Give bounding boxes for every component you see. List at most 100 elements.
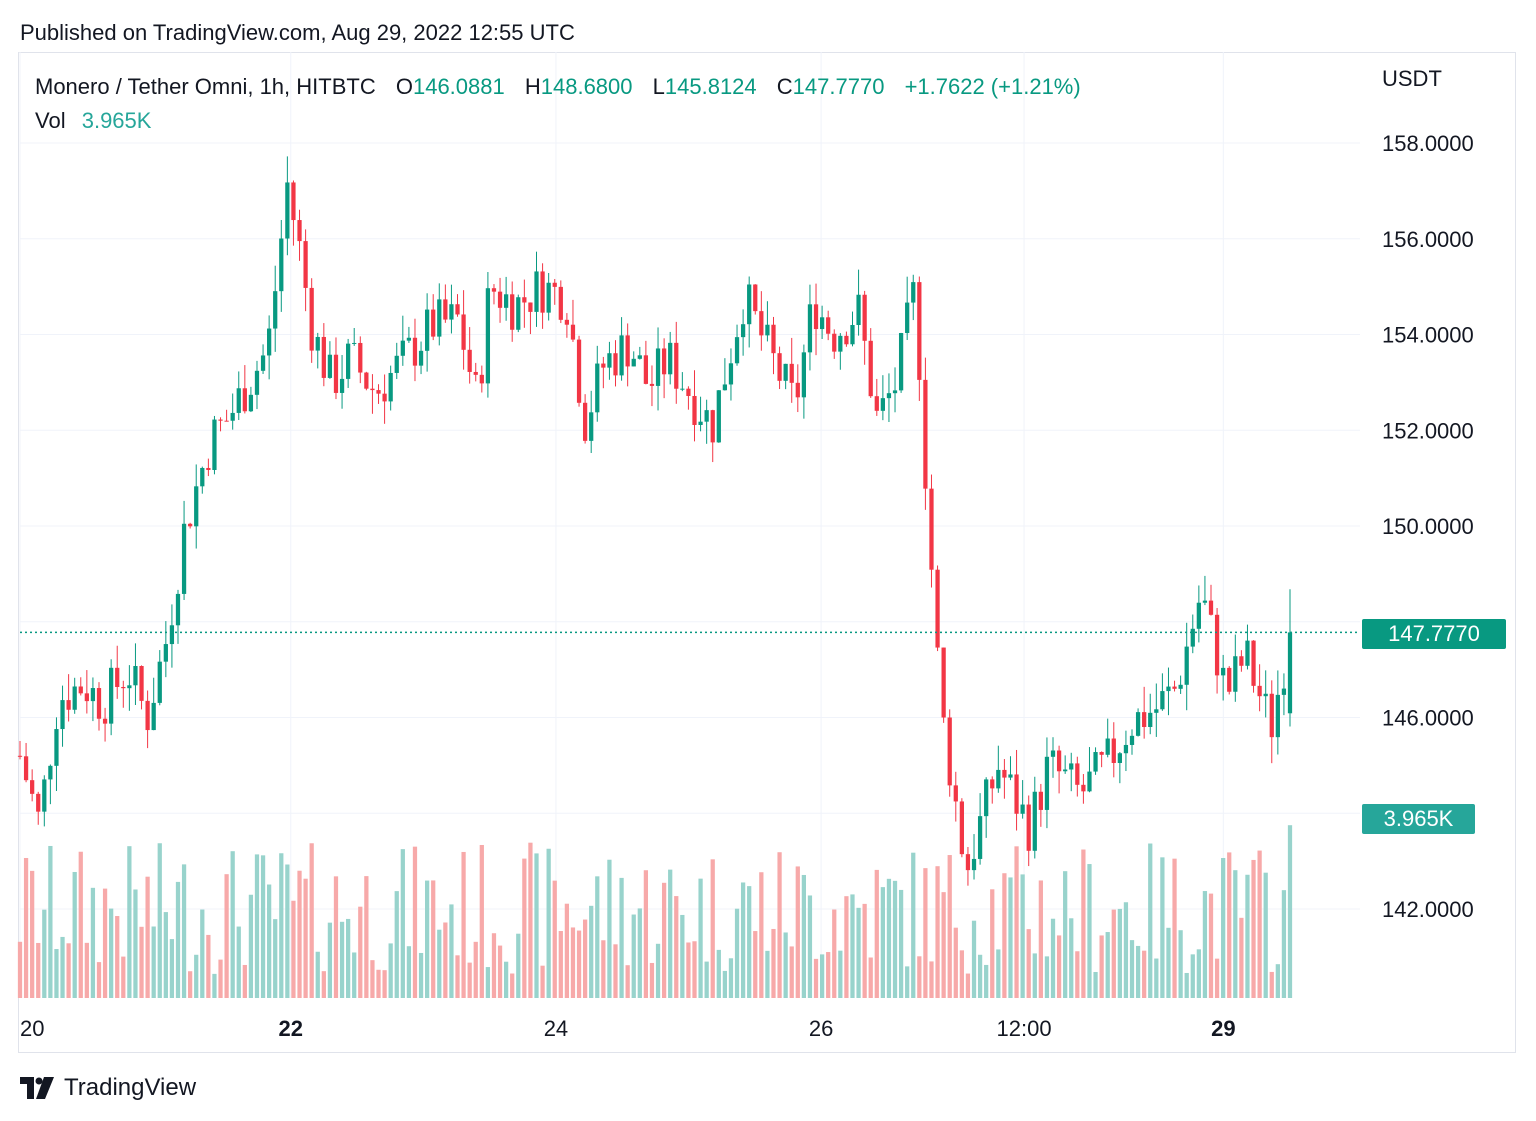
candle-body <box>813 304 819 330</box>
volume-bar <box>473 941 478 998</box>
volume-bar <box>151 926 156 998</box>
currency-unit: USDT <box>1382 66 1442 91</box>
x-tick-label: 20 <box>20 1016 44 1041</box>
volume-bar <box>491 933 497 998</box>
volume-bar <box>1239 917 1244 998</box>
volume-bar <box>856 907 861 998</box>
volume-bar <box>905 966 910 998</box>
candle-body <box>503 294 509 308</box>
volume-bar <box>437 929 442 998</box>
volume-bar <box>497 945 503 998</box>
tradingview-logo-icon <box>20 1077 54 1099</box>
volume-bar <box>1087 864 1092 998</box>
candle-body <box>90 688 96 702</box>
volume-bar <box>376 969 381 998</box>
candle-body <box>850 325 855 345</box>
change-value: +1.7622 (+1.21%) <box>904 74 1081 99</box>
volume-bar <box>522 858 527 998</box>
tradingview-logo[interactable]: TradingView <box>20 1074 196 1102</box>
volume-bar <box>315 951 320 998</box>
candle-body <box>1214 614 1220 676</box>
candle-body <box>1032 791 1037 851</box>
volume-bar <box>971 920 977 998</box>
candle-body <box>382 393 387 402</box>
volume-bar <box>844 896 849 998</box>
volume-bar <box>1008 877 1013 998</box>
volume-bar <box>643 870 649 998</box>
volume-bar <box>892 880 898 998</box>
candle-body <box>443 299 448 320</box>
candle-body <box>1081 784 1086 792</box>
volume-legend: Vol 3.965K <box>35 108 151 134</box>
candle-body <box>868 340 873 397</box>
x-tick-label: 29 <box>1211 1016 1235 1041</box>
candle-body <box>346 343 351 379</box>
candle-body <box>880 398 885 411</box>
candle-body <box>224 420 229 422</box>
volume-bar <box>783 932 788 998</box>
candle-body <box>206 467 211 470</box>
candle-body <box>1129 735 1135 745</box>
candle-body <box>674 342 679 389</box>
candle-body <box>1087 771 1092 792</box>
volume-bar <box>54 949 59 998</box>
volume-tag: 3.965K <box>1362 804 1475 834</box>
candle-body <box>716 390 721 443</box>
candle-body <box>546 282 551 313</box>
volume-bar <box>1093 971 1098 998</box>
volume-bar <box>1032 953 1037 998</box>
chart-frame[interactable] <box>18 52 1516 1053</box>
candle-body <box>552 282 557 287</box>
volume-bar <box>1196 949 1201 998</box>
candle-body <box>862 294 867 341</box>
volume-bar <box>589 905 594 998</box>
volume-bar <box>984 964 989 998</box>
y-tick-label: 150.0000 <box>1382 514 1474 539</box>
candle-body <box>1263 693 1268 697</box>
candle-body <box>826 317 831 334</box>
volume-bar <box>1117 908 1122 998</box>
candle-body <box>905 302 910 334</box>
volume-bar <box>370 960 375 998</box>
volume-bar <box>1154 958 1159 998</box>
candle-body <box>771 324 776 354</box>
volume-bar <box>1038 880 1043 998</box>
volume-bar <box>364 876 369 998</box>
candle-body <box>230 412 235 421</box>
volume-bar <box>133 889 138 998</box>
candle-body <box>1050 750 1056 757</box>
volume-bar <box>570 927 576 998</box>
candles <box>17 156 1293 886</box>
volume-bar <box>200 909 205 998</box>
candle-body <box>400 340 405 356</box>
volume-bar <box>558 931 563 998</box>
candle-body <box>321 336 326 378</box>
candle-body <box>455 304 460 315</box>
volume-bar <box>169 939 175 998</box>
volume-bar <box>655 943 661 998</box>
volume-bar <box>467 962 472 998</box>
y-tick-label: 142.0000 <box>1382 897 1474 922</box>
candle-body <box>248 394 254 412</box>
volume-bar <box>929 961 934 998</box>
candle-body <box>747 284 752 325</box>
candle-body <box>686 388 691 396</box>
candle-body <box>42 779 47 812</box>
volume-bar <box>42 909 47 998</box>
candle-body <box>698 421 703 425</box>
volume-bar <box>510 973 515 998</box>
candle-body <box>801 352 807 398</box>
candle-body <box>1245 640 1250 666</box>
candle-body <box>917 282 922 380</box>
volume-bar <box>874 869 879 998</box>
candle-body <box>1038 791 1043 810</box>
low-label: L <box>652 74 665 99</box>
close-label: C <box>776 74 793 99</box>
candle-body <box>789 363 794 383</box>
volume-bar <box>862 903 867 998</box>
volume-bar <box>789 946 794 998</box>
volume-bar <box>990 889 995 998</box>
candle-body <box>510 294 515 330</box>
candle-body <box>412 337 418 366</box>
